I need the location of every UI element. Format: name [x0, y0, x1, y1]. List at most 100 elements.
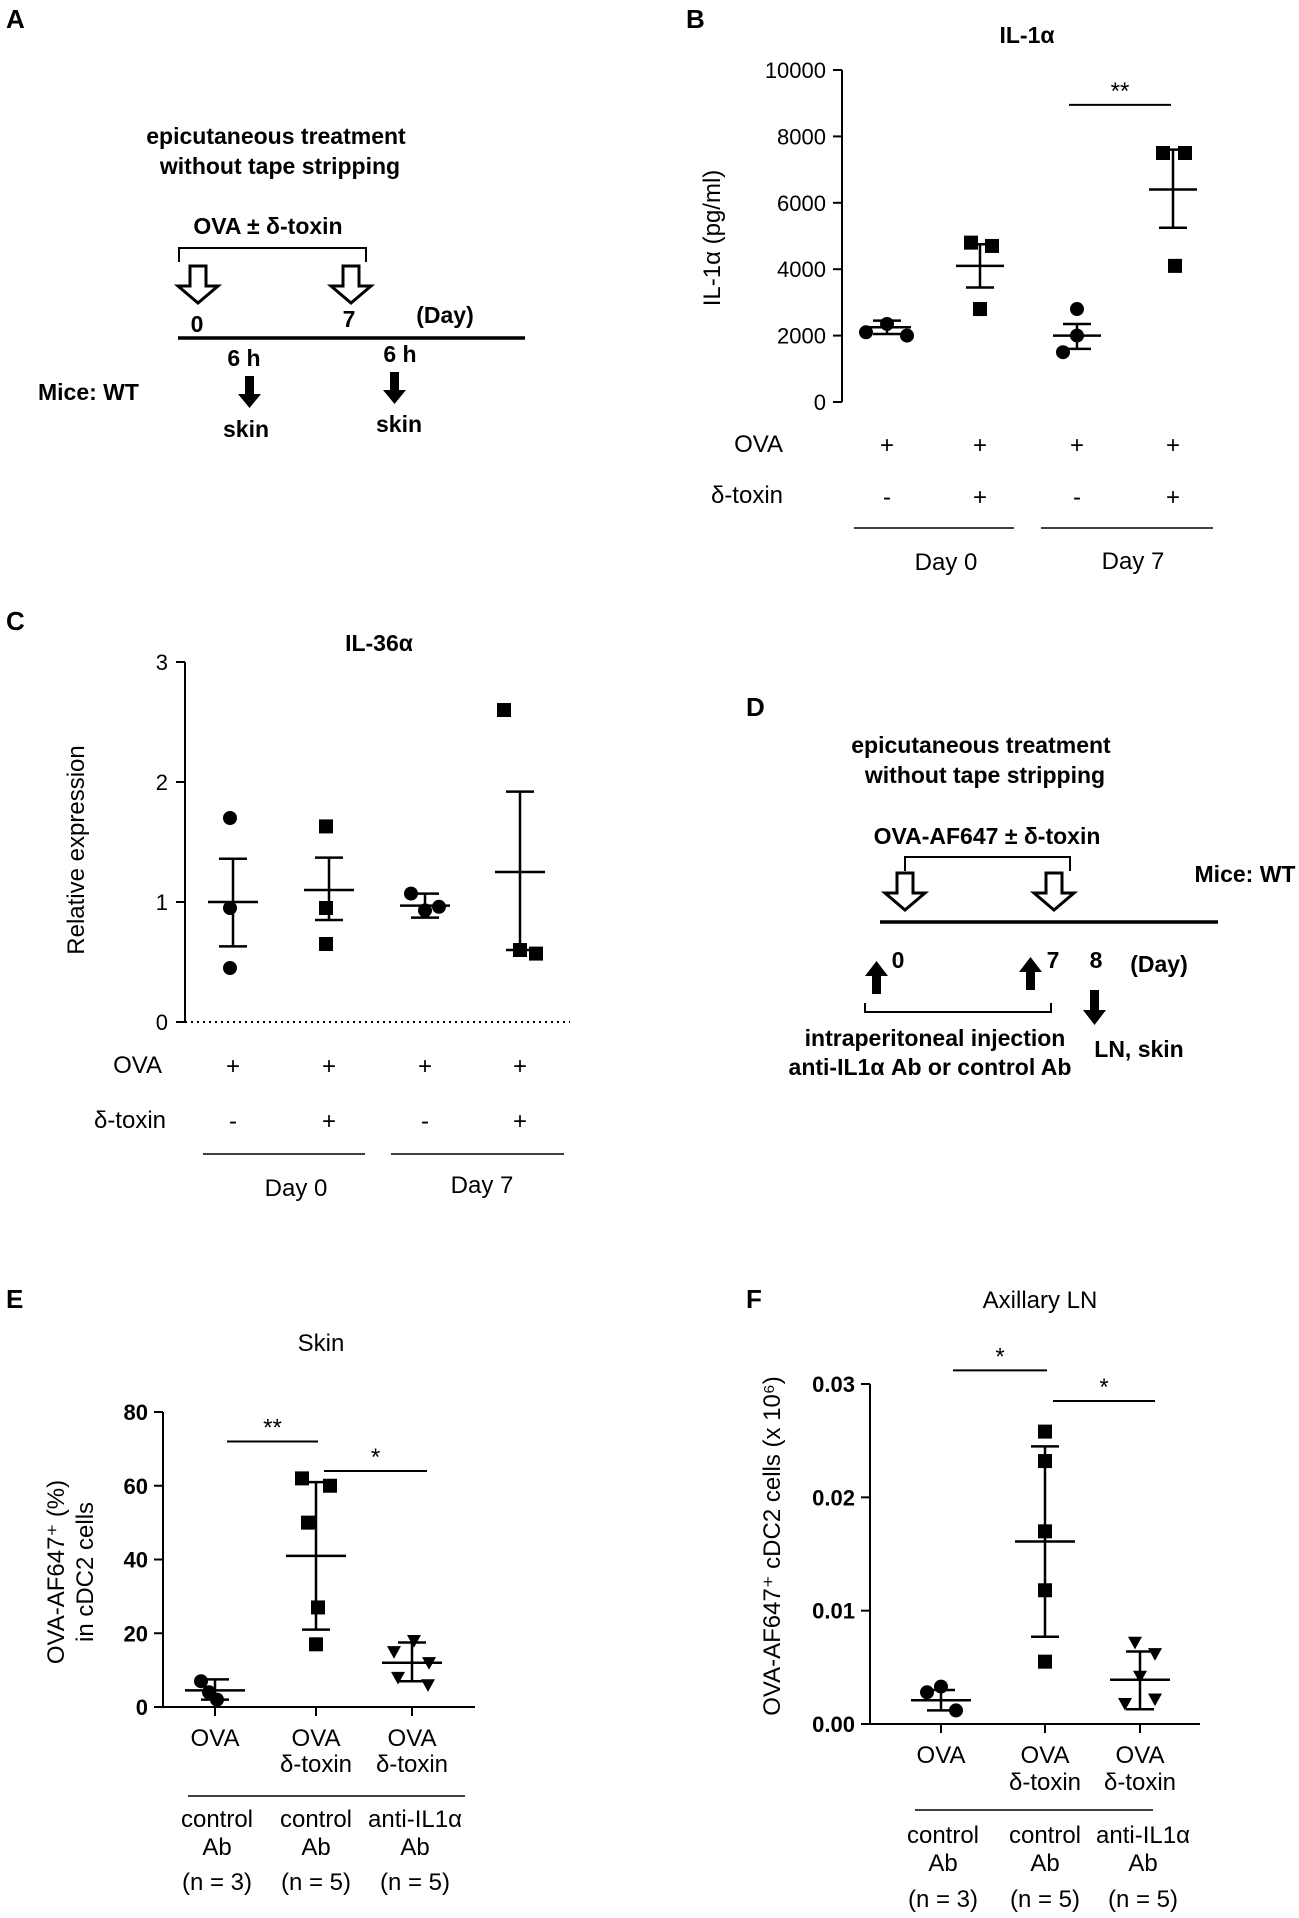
data-point	[880, 316, 894, 331]
data-point	[973, 302, 987, 317]
down-arrow-day8	[1083, 990, 1106, 1025]
category-label: OVA	[292, 1725, 341, 1752]
treatment-bracket	[178, 247, 367, 262]
chart-title: IL-36α	[345, 630, 413, 656]
solid-arrow-1	[238, 376, 261, 408]
panel-label-f: F	[746, 1284, 762, 1314]
data-point	[323, 1478, 337, 1493]
y-axis-label: OVA-AF647⁺ cDC2 cells (x 10⁶)	[759, 1376, 786, 1716]
group-n-label: (n = 5)	[1010, 1886, 1080, 1913]
scheme-a-treatment: OVA ± δ-toxin	[193, 213, 342, 239]
condition-sign: +	[973, 432, 987, 459]
open-arrow-day0	[880, 871, 930, 912]
scheme-a-title-1: epicutaneous treatment	[146, 123, 406, 149]
data-point	[859, 325, 873, 340]
panel-label-a: A	[6, 4, 25, 34]
data-point	[985, 238, 999, 253]
data-point	[223, 811, 237, 825]
antibody-label: Ab	[400, 1834, 429, 1861]
condition-sign: +	[1166, 484, 1180, 511]
data-point	[1118, 1698, 1132, 1711]
open-arrow-day0	[173, 264, 223, 305]
data-point	[964, 235, 978, 250]
y-tick-label: 10000	[765, 58, 826, 83]
scheme-a-skin-2: skin	[376, 411, 422, 437]
antibody-label: control	[1009, 1822, 1081, 1849]
group-n-label: (n = 5)	[281, 1869, 351, 1896]
condition-sign: +	[513, 1053, 527, 1080]
y-axis-label-1: OVA-AF647⁺ (%)	[43, 1480, 70, 1664]
y-axis-label: IL-1α (pg/ml)	[699, 170, 726, 307]
data-point	[529, 946, 543, 961]
panel-label-c: C	[6, 606, 25, 636]
group-label-day7: Day 7	[1102, 548, 1165, 575]
y-tick-label: 6000	[777, 191, 826, 216]
panel-label-e: E	[6, 1284, 23, 1314]
up-arrow-day7	[1019, 957, 1042, 990]
data-point	[404, 886, 418, 901]
scheme-a-day-7: 7	[343, 306, 356, 332]
condition-sign: -	[421, 1108, 429, 1135]
scheme-a-time-1: 6 h	[227, 345, 260, 371]
chart-c: IL-36α Relative expression OVA δ-toxin D…	[63, 630, 570, 1202]
category-label: δ-toxin	[280, 1751, 352, 1778]
data-point	[1156, 146, 1170, 160]
condition-sign: +	[322, 1108, 336, 1135]
data-point	[391, 1671, 405, 1685]
antibody-label: Ab	[1128, 1850, 1157, 1877]
y-tick-label: 4000	[777, 257, 826, 282]
data-point	[319, 901, 333, 915]
chart-e: Skin OVA-AF647⁺ (%) in cDC2 cells 0 20 40 6…	[43, 1330, 475, 1896]
y-tick-label: 0	[814, 390, 826, 415]
data-point	[1038, 1583, 1052, 1598]
condition-sign: +	[322, 1053, 336, 1080]
condition-sign: +	[1070, 432, 1084, 459]
open-arrow-day7	[1029, 871, 1079, 912]
chart-b: IL-1α IL-1α (pg/ml) OVA δ-toxin Day 0 Da…	[699, 22, 1213, 576]
scheme-d-day-7: 7	[1047, 947, 1060, 973]
category-label: OVA	[1116, 1742, 1165, 1769]
antibody-label: control	[280, 1806, 352, 1833]
data-point	[223, 961, 237, 975]
category-label: δ-toxin	[1009, 1769, 1081, 1796]
scheme-a-day-0: 0	[191, 311, 204, 337]
category-label: δ-toxin	[1104, 1769, 1176, 1796]
data-point	[319, 937, 333, 951]
data-point	[421, 1679, 435, 1692]
antibody-label: control	[181, 1806, 253, 1833]
chart-title: Skin	[298, 1330, 345, 1357]
condition-sign: +	[1166, 432, 1180, 459]
group-label-day0: Day 0	[915, 549, 978, 576]
injection-bracket	[864, 1003, 1052, 1013]
row-label-dtoxin: δ-toxin	[94, 1107, 166, 1134]
antibody-label: control	[907, 1822, 979, 1849]
y-tick-label: 0	[156, 1010, 168, 1035]
antibody-label: anti-IL1α	[1096, 1822, 1190, 1849]
y-tick-label: 0.01	[812, 1599, 855, 1624]
y-tick-label: 0.03	[812, 1372, 855, 1397]
scheme-d-injection-2: anti-IL1α Ab or control Ab	[789, 1054, 1072, 1080]
antibody-label: Ab	[301, 1834, 330, 1861]
data-point	[202, 1685, 216, 1700]
y-tick-label: 1	[156, 890, 168, 915]
data-point	[1168, 258, 1182, 273]
data-point	[934, 1679, 948, 1694]
scheme-a-time-2: 6 h	[383, 341, 416, 367]
y-tick-label: 40	[124, 1548, 148, 1573]
data-point	[309, 1637, 323, 1652]
data-point	[900, 328, 914, 343]
data-point	[422, 1657, 436, 1670]
scheme-d-title-2: without tape stripping	[864, 762, 1105, 788]
y-tick-label: 8000	[777, 124, 826, 149]
scheme-d-treatment: OVA-AF647 ± δ-toxin	[874, 823, 1101, 849]
category-label: OVA	[388, 1725, 437, 1752]
y-tick-label: 2000	[777, 324, 826, 349]
chart-f: Axillary LN OVA-AF647⁺ cDC2 cells (x 10⁶…	[759, 1287, 1200, 1913]
chart-title: Axillary LN	[983, 1287, 1098, 1314]
data-point	[1038, 1654, 1052, 1669]
condition-sign: -	[1073, 484, 1081, 511]
data-point	[407, 1635, 421, 1648]
significance-label: **	[263, 1415, 282, 1442]
category-label: OVA	[191, 1725, 240, 1752]
